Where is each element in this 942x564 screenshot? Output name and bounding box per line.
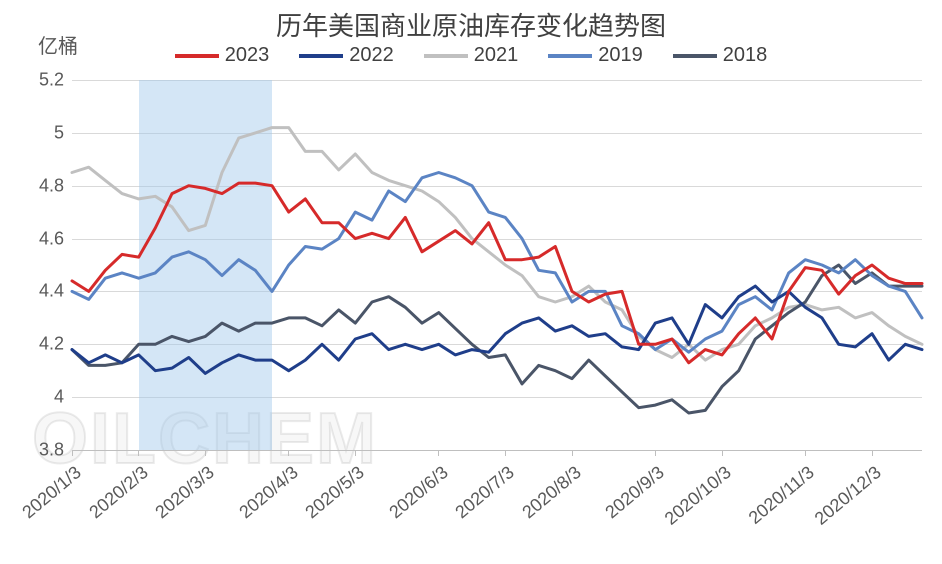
legend-swatch [548, 54, 592, 58]
x-tick-label: 2020/2/3 [85, 462, 152, 523]
y-tick-label: 5.2 [39, 70, 64, 91]
x-tick-label: 2020/4/3 [235, 462, 302, 523]
legend-swatch [424, 54, 468, 58]
legend-swatch [175, 54, 219, 58]
y-tick-label: 4.8 [39, 175, 64, 196]
legend-swatch [299, 54, 343, 58]
y-tick-label: 4.6 [39, 228, 64, 249]
x-tick-label: 2020/7/3 [452, 462, 519, 523]
legend-label: 2019 [598, 44, 643, 67]
x-axis [72, 450, 922, 451]
plot-area: OILCHEM 3.844.24.44.64.855.22020/1/32020… [72, 80, 922, 450]
legend-label: 2021 [474, 44, 519, 67]
series-2019 [72, 173, 922, 353]
series-svg [72, 80, 922, 450]
series-2022 [72, 286, 922, 373]
x-tick-label: 2020/3/3 [152, 462, 219, 523]
series-2023 [72, 183, 922, 363]
legend-item-2021: 2021 [424, 44, 519, 67]
x-tick-label: 2020/11/3 [745, 462, 819, 529]
legend-item-2022: 2022 [299, 44, 394, 67]
y-tick-label: 4.2 [39, 334, 64, 355]
x-tick-label: 2020/1/3 [18, 462, 85, 523]
x-tick-label: 2020/6/3 [385, 462, 452, 523]
legend-label: 2022 [349, 44, 394, 67]
legend-item-2018: 2018 [673, 44, 768, 67]
x-tick-label: 2020/12/3 [811, 462, 886, 530]
legend-item-2023: 2023 [175, 44, 270, 67]
y-tick-label: 4.4 [39, 281, 64, 302]
x-tick-label: 2020/5/3 [302, 462, 369, 523]
legend-swatch [673, 54, 717, 58]
legend-label: 2018 [723, 44, 768, 67]
legend-item-2019: 2019 [548, 44, 643, 67]
chart-root: 历年美国商业原油库存变化趋势图 亿桶 20232022202120192018 … [0, 0, 942, 564]
x-tick-label: 2020/10/3 [661, 462, 736, 530]
y-tick-label: 4 [54, 387, 64, 408]
legend: 2023 2022 2021 2019 2018 [0, 44, 942, 67]
x-tick-label: 2020/9/3 [602, 462, 669, 523]
legend-label: 2023 [225, 44, 270, 67]
x-tick-label: 2020/8/3 [518, 462, 585, 523]
series-2018 [72, 265, 922, 413]
y-tick-label: 5 [54, 122, 64, 143]
chart-title: 历年美国商业原油库存变化趋势图 [0, 6, 942, 43]
y-tick-label: 3.8 [39, 440, 64, 461]
